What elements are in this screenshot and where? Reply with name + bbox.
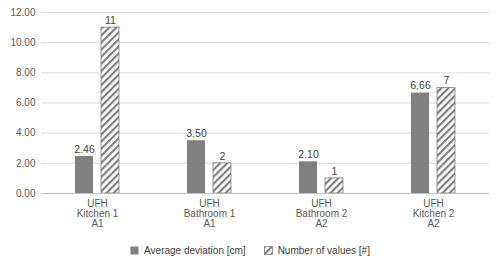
svg-text:2.10: 2.10 xyxy=(298,148,319,160)
svg-text:UFHKitchen 2A2: UFHKitchen 2A2 xyxy=(413,198,455,229)
svg-text:1: 1 xyxy=(332,165,338,177)
svg-text:12.00: 12.00 xyxy=(10,7,35,18)
svg-text:2.46: 2.46 xyxy=(74,143,95,155)
html-text:Average deviation [cm]: Average deviation [cm] xyxy=(144,244,246,256)
svg-text:8.00: 8.00 xyxy=(16,67,36,78)
svg-text:0.00: 0.00 xyxy=(16,188,36,199)
svg-text:7: 7 xyxy=(444,74,450,86)
svg-text:UFHKitchen 1A1: UFHKitchen 1A1 xyxy=(77,198,119,229)
html-text:Number of values [#]: Number of values [#] xyxy=(277,244,370,256)
svg-text:6.66: 6.66 xyxy=(410,79,431,91)
svg-text:11: 11 xyxy=(105,14,116,26)
svg-text:UFHBathroom 2A2: UFHBathroom 2A2 xyxy=(296,198,348,229)
svg-text:3.50: 3.50 xyxy=(186,127,207,139)
svg-text:10.00: 10.00 xyxy=(10,37,35,48)
svg-text:6.00: 6.00 xyxy=(16,97,36,108)
svg-text:4.00: 4.00 xyxy=(16,127,36,138)
svg-text:2.00: 2.00 xyxy=(16,158,36,169)
svg-text:UFHBathroom 1A1: UFHBathroom 1A1 xyxy=(184,198,236,229)
svg-text:2: 2 xyxy=(220,150,226,162)
